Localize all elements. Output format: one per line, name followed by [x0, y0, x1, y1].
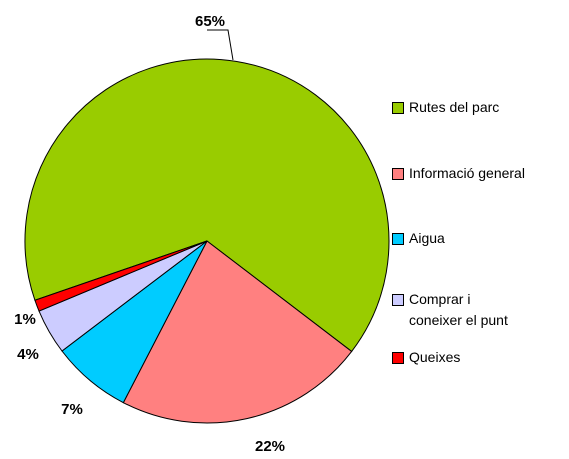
legend-item: Queixes	[392, 347, 527, 368]
data-label: 65%	[195, 13, 225, 30]
legend-label: Queixes	[409, 349, 461, 365]
legend-item: Informació general	[392, 163, 527, 184]
data-label: 22%	[255, 438, 285, 455]
legend-swatch	[392, 168, 404, 180]
legend-label: Rutes del parc	[409, 99, 500, 115]
pie-slice	[34, 240, 208, 312]
pie-slice	[122, 240, 353, 424]
legend-label: Aigua	[409, 230, 445, 246]
data-label: 4%	[17, 346, 39, 363]
data-label: 7%	[61, 401, 83, 418]
legend-item: Aigua	[392, 228, 527, 249]
legend-swatch	[392, 102, 404, 114]
legend-item: Rutes del parc	[392, 97, 527, 118]
legend-label: Informació general	[409, 165, 525, 181]
data-label: 1%	[14, 311, 36, 328]
pie-slice	[24, 58, 390, 353]
legend-item: Comprar i coneixer el punt	[392, 289, 527, 331]
legend-swatch	[392, 233, 404, 245]
leader-line	[207, 29, 234, 61]
legend-swatch	[392, 352, 404, 364]
legend-label: Comprar i coneixer el punt	[409, 291, 508, 328]
legend-swatch	[392, 294, 404, 306]
